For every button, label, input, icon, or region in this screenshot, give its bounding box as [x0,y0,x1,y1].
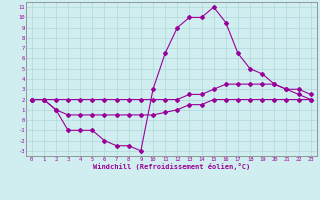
X-axis label: Windchill (Refroidissement éolien,°C): Windchill (Refroidissement éolien,°C) [92,163,250,170]
